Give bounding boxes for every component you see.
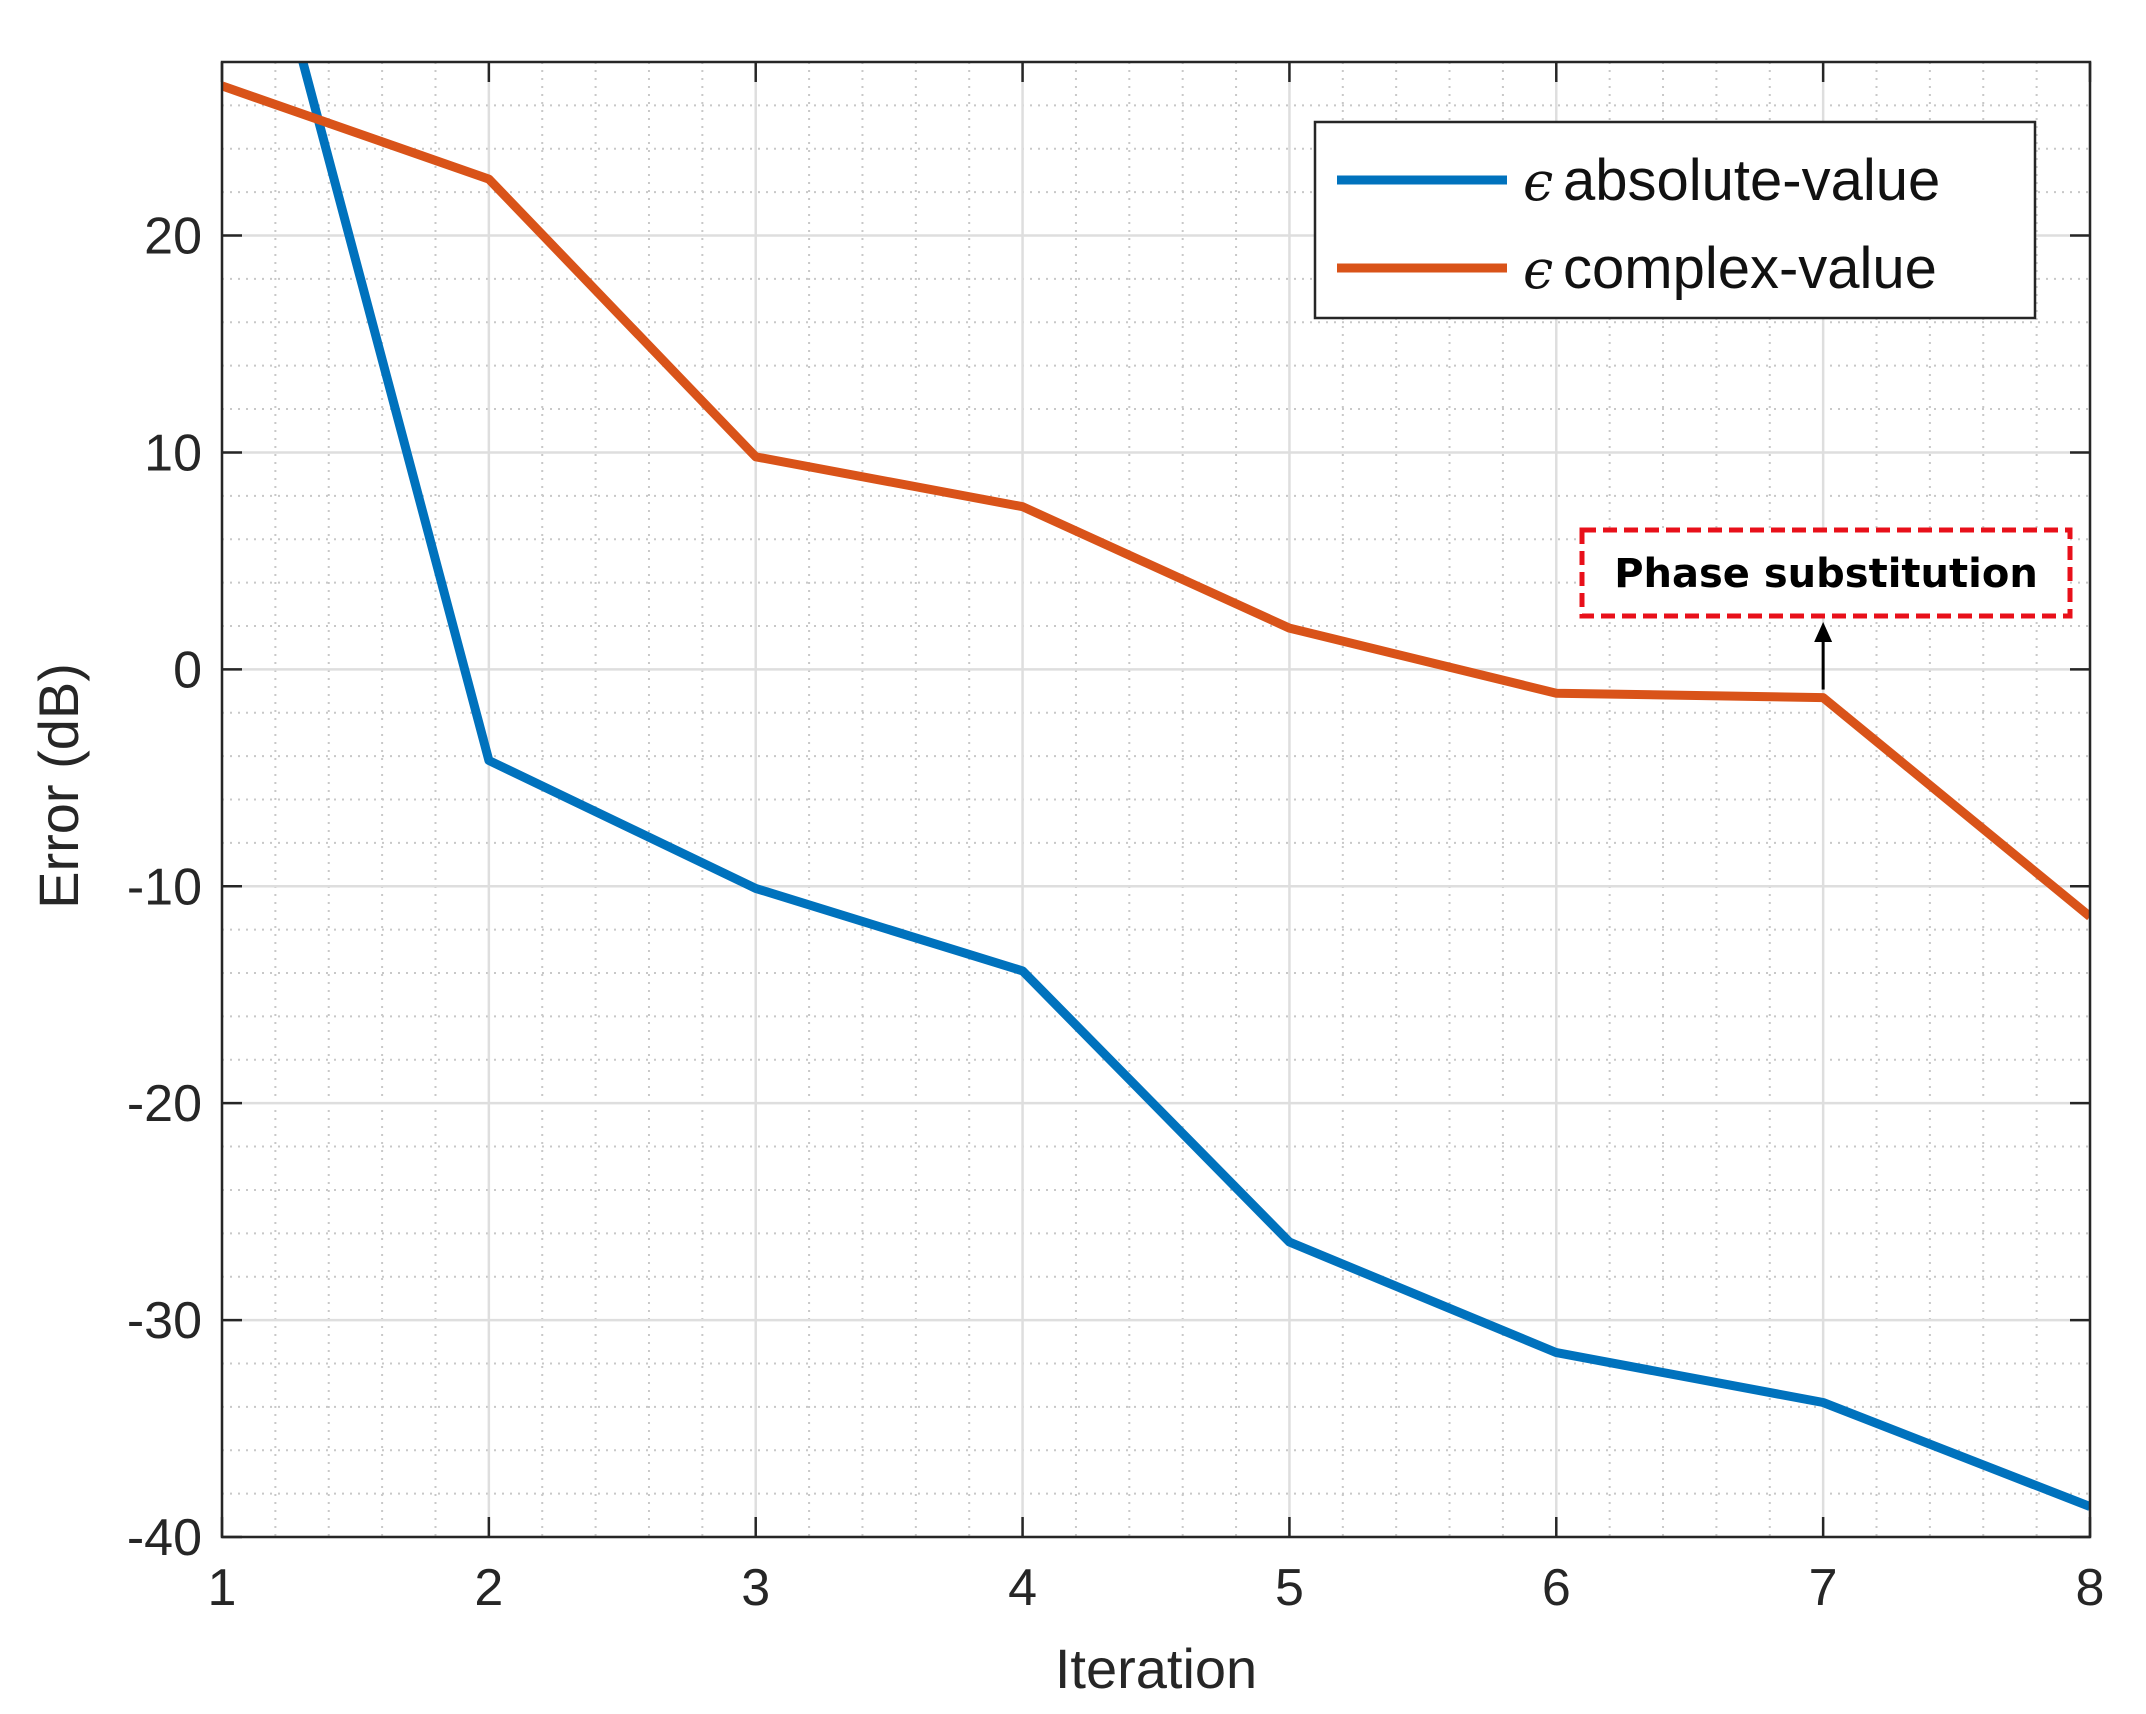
y-tick-label: 10 bbox=[144, 424, 202, 482]
x-tick-label: 6 bbox=[1542, 1559, 1571, 1617]
y-tick-label: -20 bbox=[127, 1075, 202, 1133]
x-tick-label: 4 bbox=[1008, 1559, 1037, 1617]
x-tick-label: 7 bbox=[1809, 1559, 1838, 1617]
x-tick-label: 1 bbox=[208, 1559, 237, 1617]
legend-box bbox=[1313, 120, 2037, 320]
annotation: Phase substitution bbox=[1579, 527, 2073, 690]
series-line-absolute-value bbox=[298, 62, 2090, 1511]
y-tick-label: 20 bbox=[144, 208, 202, 266]
x-tick-label: 5 bbox=[1275, 1559, 1304, 1617]
y-tick-label: -40 bbox=[127, 1509, 202, 1567]
y-axis-title: Error (dB) bbox=[27, 663, 90, 909]
series-line-complex-value bbox=[222, 81, 2090, 921]
x-tick-label: 8 bbox=[2076, 1559, 2105, 1617]
plot-frame bbox=[220, 60, 2092, 1539]
minor-grid bbox=[222, 61, 2090, 1537]
legend-label-complex-value: complex-value bbox=[1563, 236, 1937, 301]
y-tick-label: -30 bbox=[127, 1292, 202, 1350]
x-axis-title: Iteration bbox=[1055, 1637, 1257, 1700]
legend-symbol: ϵ bbox=[1523, 238, 1553, 301]
axes-frame bbox=[220, 60, 2092, 1539]
annotation-text: Phase substitution bbox=[1614, 551, 2038, 597]
series-layer bbox=[222, 62, 2090, 1511]
legend-symbol: ϵ bbox=[1523, 150, 1553, 213]
x-tick-label: 2 bbox=[474, 1559, 503, 1617]
annotation-box bbox=[1579, 527, 2073, 619]
axis-ticks: 1 2 3 4 5 6 7 8 -40 -30 -20 -10 0 10 20 bbox=[127, 62, 2105, 1617]
y-tick-label: -10 bbox=[127, 858, 202, 916]
annotation-arrow-head bbox=[1814, 622, 1833, 642]
y-tick-label: 0 bbox=[173, 641, 202, 699]
x-tick-label: 3 bbox=[741, 1559, 770, 1617]
legend-label-absolute-value: absolute-value bbox=[1563, 148, 1940, 213]
